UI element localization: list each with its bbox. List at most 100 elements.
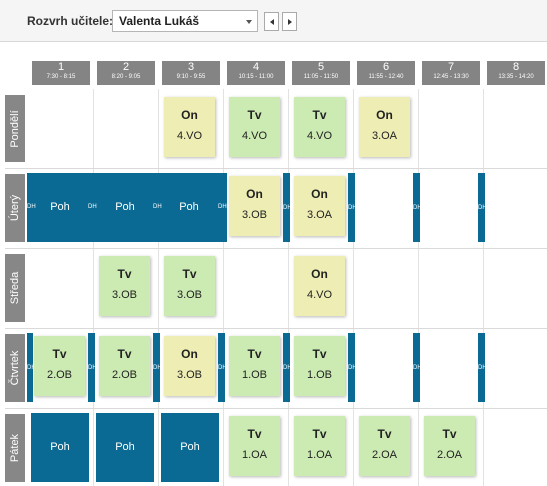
period-header: 6 11:55 - 12:40 [357,61,415,85]
break-duty-bar[interactable]: DH [88,333,95,402]
break-duty-bar[interactable]: DH [413,333,420,402]
break-duty-label: DH [153,364,160,371]
day-label-wednesday: Středa [5,254,25,322]
break-duty-bar[interactable]: DH [153,333,160,402]
break-duty-bar[interactable]: DH [283,173,290,242]
grid-line [223,89,224,486]
duty-label: Poh [115,201,135,213]
break-duty-label: DH [283,364,290,371]
lesson-card[interactable]: On 3.OB [164,336,215,396]
break-duty-bar[interactable]: DH [218,333,225,402]
day-label-tuesday: Úterý [5,174,25,242]
break-duty-label: DH [478,204,485,211]
period-number: 1 [57,61,65,73]
period-header: 3 9:10 - 9:55 [162,61,220,85]
grid-line [288,89,289,486]
lesson-card[interactable]: Tv 3.OB [99,256,150,316]
period-header: 7 12:45 - 13:30 [422,61,480,85]
period-header: 4 10:15 - 11:00 [227,61,285,85]
break-duty-label: DH [88,364,95,371]
teacher-select-label: Rozvrh učitele: [27,14,114,28]
lesson-class: 3.OB [111,289,138,301]
duty-block[interactable]: Poh [96,413,154,482]
lesson-card[interactable]: On 3.OA [294,176,345,236]
break-duty-bar[interactable]: DH [283,333,290,402]
period-number: 3 [187,61,195,73]
duty-label: Poh [179,201,199,213]
lesson-class: 3.OA [306,209,333,221]
lesson-subject: Tv [117,267,132,281]
duty-block[interactable]: Poh [31,413,89,482]
period-time: 7:30 - 8:15 [46,74,76,80]
lesson-subject: Tv [312,427,327,441]
break-duty-label: DH [413,364,420,371]
break-duty-bar[interactable]: DH [348,173,355,242]
lesson-card[interactable]: Tv 1.OB [294,336,345,396]
lesson-card[interactable]: Tv 1.OA [294,416,345,476]
lesson-card[interactable]: Tv 4.VO [294,97,345,157]
lesson-card[interactable]: Tv 3.OB [164,256,215,316]
lesson-subject: On [246,187,263,201]
lesson-card[interactable]: Tv 1.OB [229,336,280,396]
period-number: 2 [122,61,130,73]
break-duty-bar[interactable]: DH [478,333,485,402]
lesson-card[interactable]: Tv 1.OA [229,416,280,476]
duty-label: Poh [50,441,70,453]
break-duty-bar[interactable]: DH [478,173,485,242]
lesson-card[interactable]: Tv 4.VO [229,97,280,157]
grid-line [5,168,547,169]
lesson-card[interactable]: On 3.OB [229,176,280,236]
period-header: 5 11:05 - 11:50 [292,61,350,85]
lesson-card[interactable]: On 4.VO [164,97,215,157]
lesson-class: 4.VO [176,130,203,142]
next-week-button[interactable] [282,12,297,31]
lesson-card[interactable]: On 4.VO [294,256,345,316]
lesson-card[interactable]: Tv 2.OA [359,416,410,476]
lesson-class: 4.VO [306,289,333,301]
lesson-class: 4.VO [241,130,268,142]
grid-line [483,89,484,486]
day-label-text: Středa [9,271,21,305]
grid-line [158,89,159,486]
period-time: 10:15 - 11:00 [238,74,274,80]
period-number: 6 [382,61,390,73]
lesson-subject: Tv [182,267,197,281]
lesson-subject: Tv [52,347,67,361]
duty-block[interactable]: Poh [161,413,219,482]
toolbar: Rozvrh učitele: Valenta Lukáš [0,0,547,42]
chevron-right-icon [288,19,292,25]
day-label-text: Čtvrtek [9,350,21,386]
break-duty-bar[interactable]: DH [348,333,355,402]
lesson-subject: Tv [247,347,262,361]
grid-line [418,89,419,486]
lesson-card[interactable]: On 3.OA [359,97,410,157]
lesson-card[interactable]: Tv 2.OA [424,416,475,476]
duty-label: DH [88,204,97,210]
grid-line [5,328,547,329]
period-time: 13:35 - 14:20 [498,74,534,80]
lesson-class: 1.OA [306,449,333,461]
lesson-subject: Tv [377,427,392,441]
break-duty-label: DH [218,364,225,371]
lesson-class: 2.OB [46,369,73,381]
lesson-subject: Tv [312,108,327,122]
day-label-text: Pondělí [9,109,21,148]
lesson-card[interactable]: Tv 2.OB [99,336,150,396]
duty-block[interactable]: DH Poh DH Poh DH Poh DH [27,173,227,242]
day-label-monday: Pondělí [5,95,25,162]
period-time: 11:55 - 12:40 [368,74,404,80]
lesson-class: 4.VO [306,130,333,142]
lesson-subject: On [181,108,198,122]
teacher-select[interactable]: Valenta Lukáš [112,10,258,32]
grid-line [5,408,547,409]
lesson-subject: On [376,108,393,122]
lesson-class: 2.OB [111,369,138,381]
period-number: 7 [447,61,455,73]
break-duty-bar[interactable]: DH [27,333,33,402]
break-duty-bar[interactable]: DH [413,173,420,242]
day-label-text: Úterý [9,194,21,222]
prev-week-button[interactable] [264,12,279,31]
period-number: 4 [252,61,260,73]
lesson-card[interactable]: Tv 2.OB [34,336,85,396]
chevron-down-icon [246,20,252,24]
